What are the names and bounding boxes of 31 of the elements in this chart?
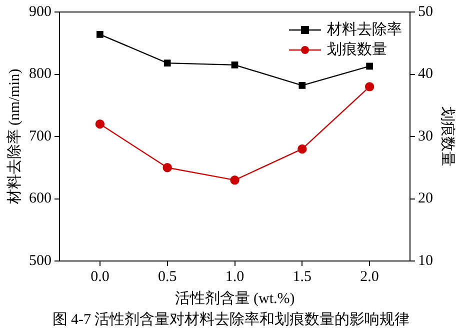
legend-label: 材料去除率	[326, 20, 402, 38]
y2-tick-label: 50	[418, 4, 433, 20]
x-tick-label: 2.0	[360, 268, 379, 285]
x-tick-label: 0.0	[90, 268, 110, 285]
y-tick-label: 800	[29, 66, 52, 82]
y2-tick-label: 40	[418, 66, 433, 82]
point	[364, 82, 374, 92]
y-axis-title: 材料去除率 (nm/min)	[6, 68, 23, 206]
y-tick-label: 700	[29, 128, 52, 144]
y2-tick-label: 10	[418, 252, 433, 269]
point	[231, 61, 238, 68]
point	[366, 62, 373, 70]
point	[164, 60, 171, 66]
point	[162, 163, 172, 172]
y-tick-label: 600	[29, 190, 52, 207]
point	[230, 175, 240, 185]
x-tick-label: 0.5	[158, 268, 177, 285]
y2-axis-title: 划痕数量	[439, 106, 456, 166]
legend-label: 划痕数量	[327, 40, 387, 58]
point	[95, 119, 105, 129]
y2-tick-label: 30	[418, 128, 433, 144]
x-tick-label: 1.0	[225, 268, 244, 285]
point	[96, 30, 104, 38]
point	[298, 144, 307, 154]
y-tick-label: 500	[29, 252, 52, 269]
point	[298, 82, 306, 89]
x-axis-title: 活性剂含量 (wt.%)	[174, 290, 295, 307]
y-tick-label: 900	[29, 4, 52, 20]
caption: 图 4-7 活性剂含量对材料去除率和划痕数量的影响规律	[51, 310, 411, 330]
y2-tick-label: 20	[418, 190, 433, 207]
x-tick-label: 1.5	[292, 268, 312, 285]
